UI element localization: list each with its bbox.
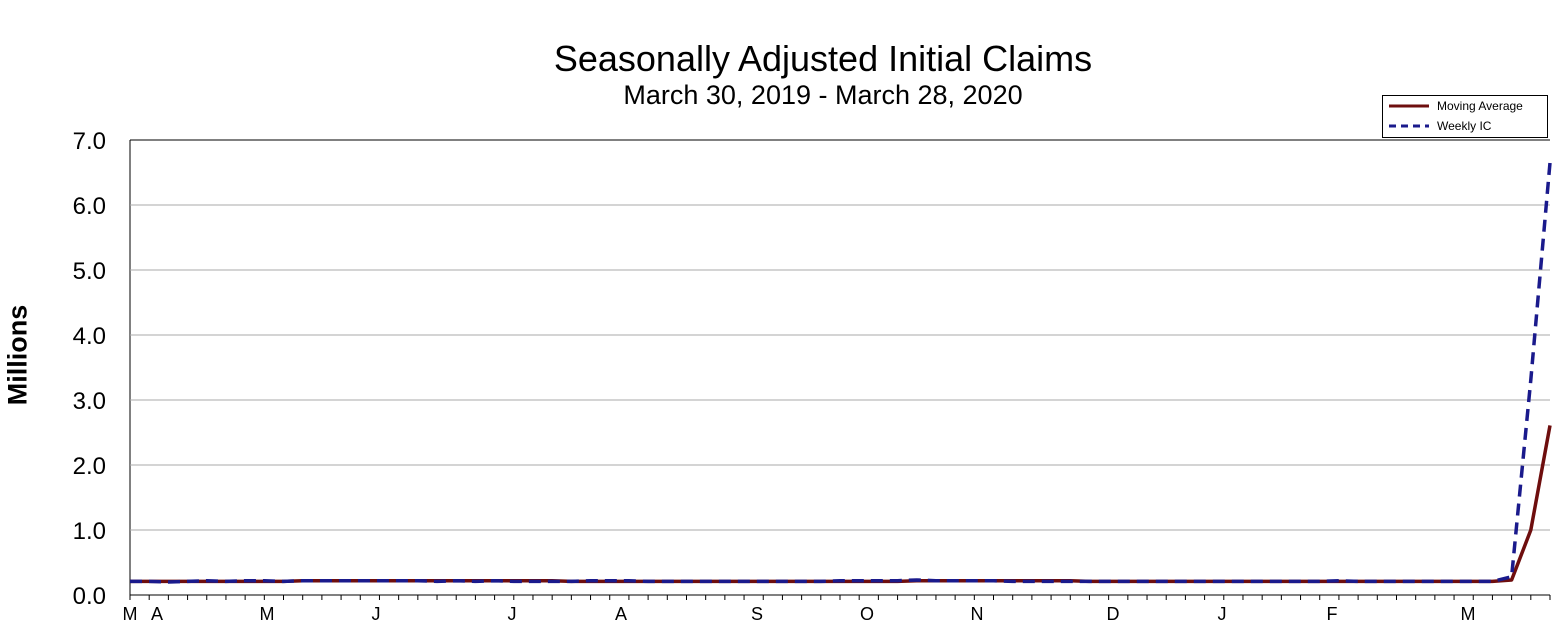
- series-lines: [130, 162, 1552, 584]
- x-tick-label: J: [372, 604, 381, 624]
- x-tick-label: A: [615, 604, 627, 624]
- y-tick-label: 6.0: [73, 193, 106, 220]
- legend: Moving Average Weekly IC: [1382, 95, 1548, 138]
- legend-swatch-dashed-icon: [1389, 124, 1429, 128]
- chart-title: Seasonally Adjusted Initial Claims: [553, 38, 1093, 79]
- x-tick-label: J: [1218, 604, 1227, 624]
- x-tick-label: A: [151, 604, 163, 624]
- y-tick-label: 1.0: [73, 518, 106, 545]
- y-tick-label: 4.0: [73, 323, 106, 350]
- legend-item-moving-average: Moving Average: [1387, 99, 1547, 115]
- x-tick-label: O: [860, 604, 874, 624]
- gridlines: [129, 139, 1550, 596]
- x-tick-label: M: [123, 604, 138, 624]
- series-weekly-ic-line: [130, 162, 1552, 584]
- x-tick-label: D: [1107, 604, 1120, 624]
- y-tick-label: 3.0: [73, 388, 106, 415]
- y-tick-label: 5.0: [73, 258, 106, 285]
- chart-subtitle: March 30, 2019 - March 28, 2020: [623, 80, 1023, 110]
- y-tick-label: 7.0: [73, 128, 106, 155]
- x-tick-label: F: [1327, 604, 1338, 624]
- legend-swatch-solid-icon: [1389, 104, 1429, 108]
- x-tick-label: J: [508, 604, 517, 624]
- y-tick-labels: 0.0 1.0 2.0 3.0 4.0 5.0 6.0 7.0: [73, 128, 106, 610]
- x-tick-label: N: [971, 604, 984, 624]
- x-tick-label: M: [260, 604, 275, 624]
- legend-label-moving-average: Moving Average: [1437, 99, 1523, 113]
- series-moving-average-line: [130, 425, 1552, 584]
- legend-item-weekly-ic: Weekly IC: [1387, 119, 1547, 135]
- y-tick-label: 2.0: [73, 453, 106, 480]
- x-tick-label: S: [751, 604, 763, 624]
- legend-label-weekly-ic: Weekly IC: [1437, 119, 1492, 133]
- x-tick-label: M: [1461, 604, 1476, 624]
- y-tick-label: 0.0: [73, 583, 106, 610]
